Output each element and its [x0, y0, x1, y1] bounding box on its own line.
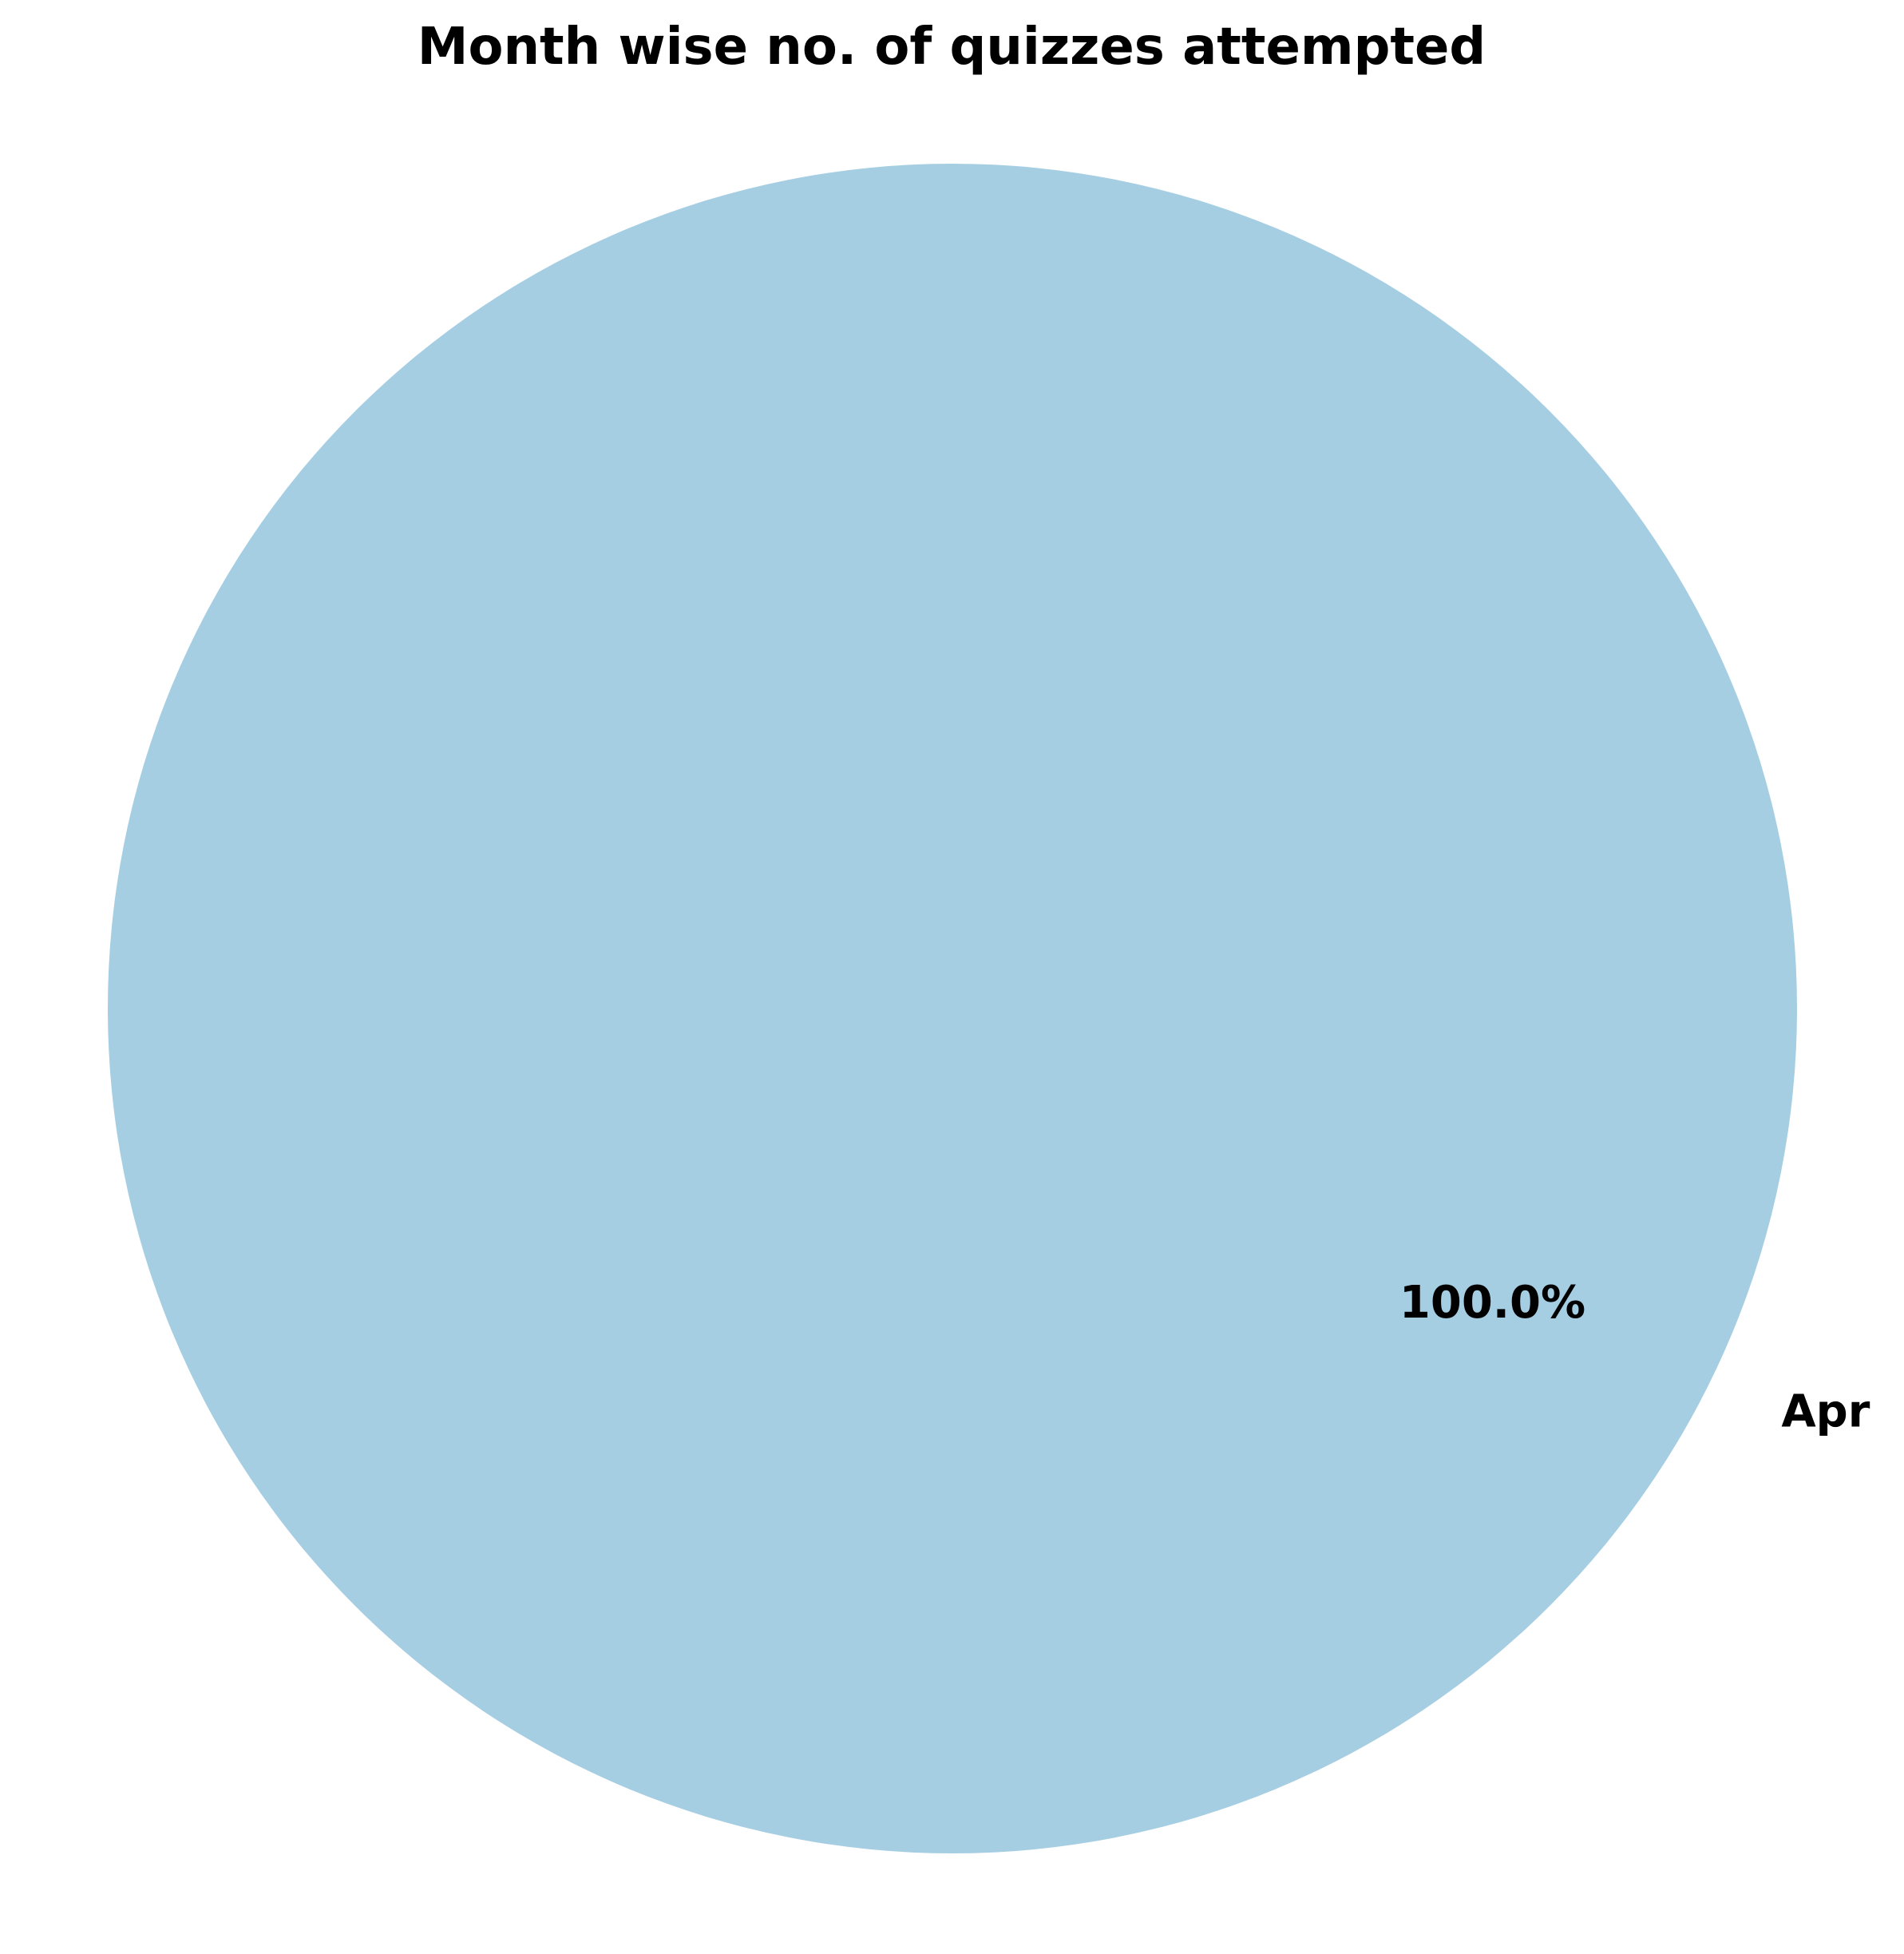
slice-percent-label: 100.0%	[1399, 1277, 1585, 1329]
pie-slices	[108, 164, 1797, 1853]
pie-labels: Apr 100.0%	[1399, 1277, 1870, 1437]
slice-label-apr: Apr	[1781, 1386, 1870, 1438]
chart-title: Month wise no. of quizzes attempted	[418, 18, 1486, 77]
pie-slice-apr	[108, 164, 1797, 1853]
